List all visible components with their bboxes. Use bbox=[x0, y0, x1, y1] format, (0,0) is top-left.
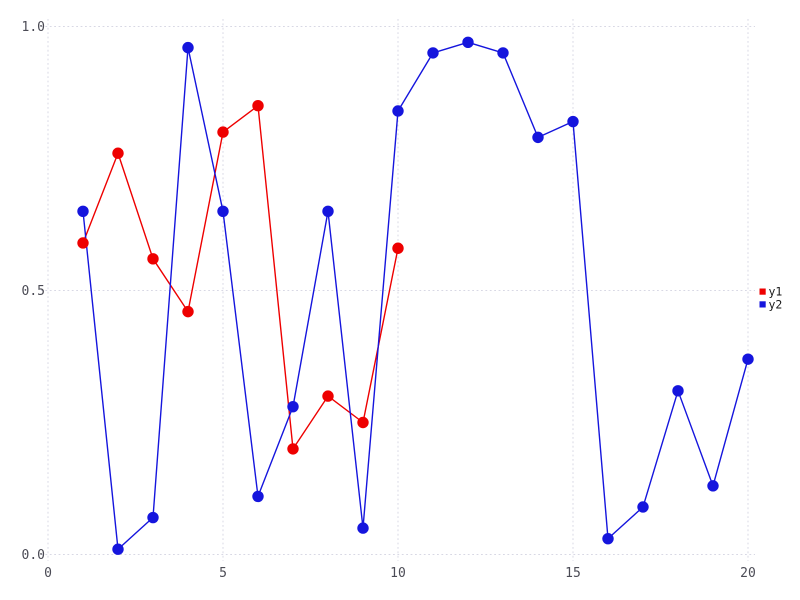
y2-marker bbox=[567, 115, 579, 128]
y2-marker bbox=[182, 41, 194, 54]
y2-marker bbox=[287, 400, 299, 413]
y1-marker bbox=[252, 100, 264, 112]
x-tick-label: 20 bbox=[740, 566, 756, 581]
y1-marker bbox=[322, 390, 334, 402]
y2-marker bbox=[357, 522, 369, 534]
legend-swatch-y2 bbox=[759, 301, 766, 308]
x-tick-label: 10 bbox=[390, 566, 406, 581]
y-tick-label: 1.0 bbox=[22, 20, 45, 35]
y2-marker bbox=[427, 47, 439, 59]
legend-swatch-y1 bbox=[759, 288, 766, 295]
y-tick-label: 0.5 bbox=[22, 284, 45, 299]
y1-marker bbox=[147, 253, 159, 265]
y1-marker bbox=[112, 147, 124, 159]
y1-marker bbox=[357, 416, 369, 429]
y-tick-label: 0.0 bbox=[22, 548, 45, 563]
y1-marker bbox=[182, 305, 194, 318]
y2-marker bbox=[147, 511, 159, 524]
y2-line bbox=[82, 41, 749, 550]
x-tick-label: 0 bbox=[44, 566, 52, 581]
y2-marker bbox=[532, 131, 544, 144]
y2-marker bbox=[637, 501, 649, 513]
series-markers bbox=[77, 36, 754, 555]
y2-marker bbox=[112, 543, 124, 555]
y1-marker bbox=[217, 126, 229, 138]
x-tick-label: 5 bbox=[219, 566, 227, 581]
x-tick-label: 15 bbox=[565, 566, 581, 581]
y-axis-tick-labels: 0.0 0.5 1.0 bbox=[22, 20, 45, 563]
series-lines bbox=[82, 41, 749, 550]
y1-marker bbox=[392, 242, 404, 254]
y2-marker bbox=[462, 36, 474, 49]
y1-line bbox=[82, 104, 399, 450]
legend-label-y1: y1 bbox=[769, 285, 783, 299]
y2-marker bbox=[672, 385, 684, 397]
y2-marker bbox=[392, 105, 404, 117]
y2-marker bbox=[602, 532, 614, 545]
y1-marker bbox=[77, 237, 89, 249]
y2-marker bbox=[77, 205, 89, 217]
y2-marker bbox=[742, 353, 754, 365]
legend-label-y2: y2 bbox=[769, 297, 783, 311]
y1-marker bbox=[287, 443, 299, 455]
y2-marker bbox=[707, 480, 719, 492]
x-axis-tick-labels: 0 5 10 15 20 bbox=[44, 566, 756, 581]
y2-marker bbox=[322, 205, 334, 217]
y2-marker bbox=[252, 490, 264, 503]
y2-marker bbox=[497, 47, 509, 59]
y2-marker bbox=[217, 205, 229, 217]
grid-lines bbox=[41, 19, 755, 561]
